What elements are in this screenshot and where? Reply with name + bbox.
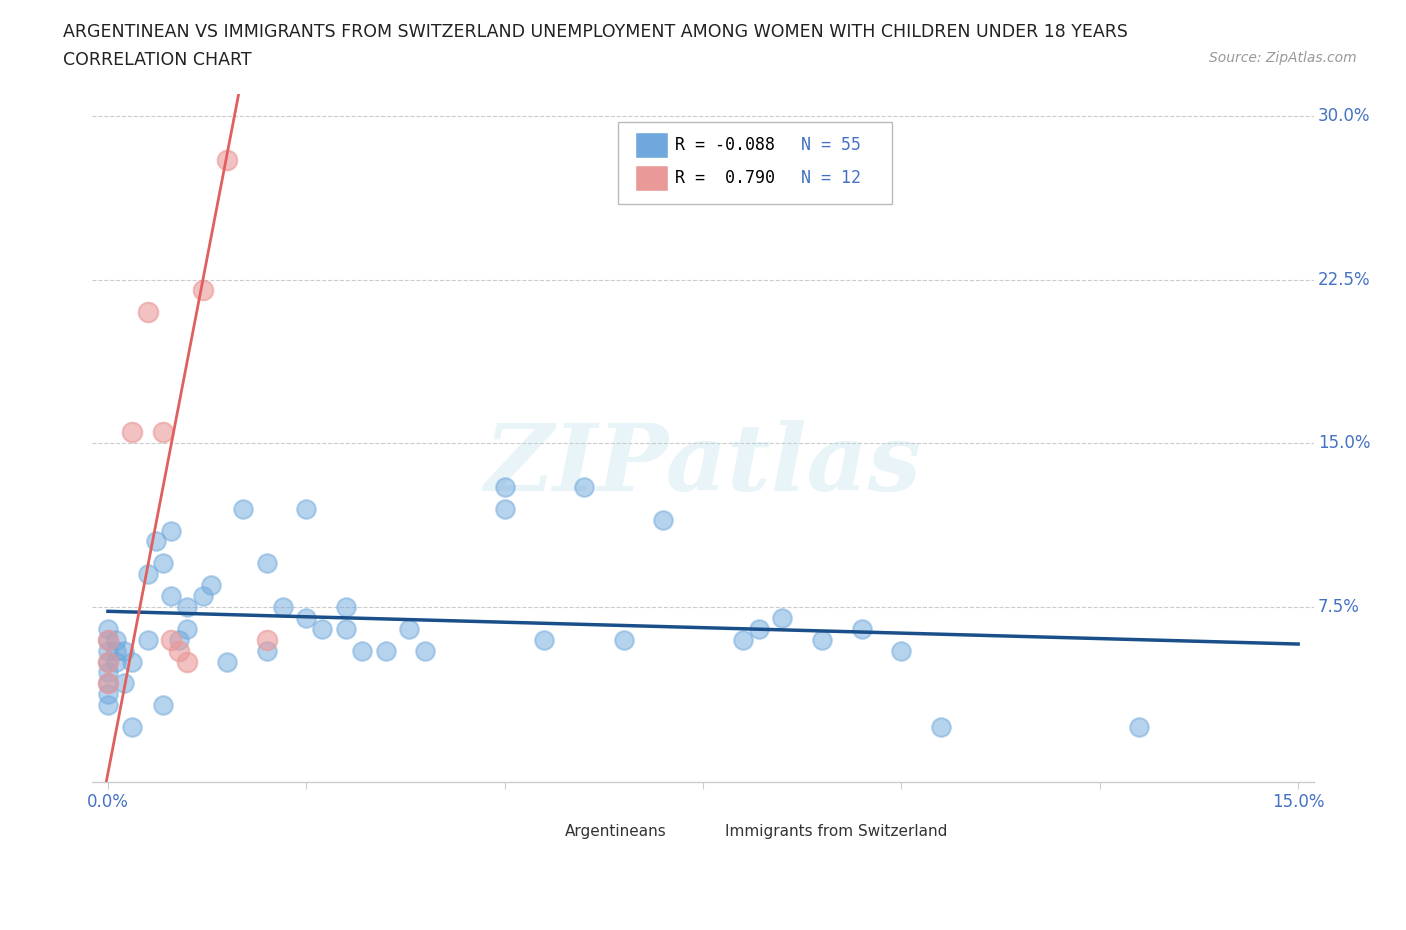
Point <box>295 610 318 625</box>
Point <box>97 676 120 691</box>
FancyBboxPatch shape <box>530 821 560 841</box>
Point <box>152 425 174 440</box>
Point <box>200 578 222 592</box>
Point <box>136 305 159 320</box>
Point <box>97 644 120 658</box>
Point <box>104 644 127 658</box>
Point <box>176 621 198 636</box>
Point <box>271 600 294 615</box>
Point <box>160 632 183 647</box>
Text: N = 12: N = 12 <box>801 169 860 187</box>
Point <box>97 632 120 647</box>
Point <box>112 676 135 691</box>
Point <box>97 665 120 680</box>
Point <box>104 632 127 647</box>
Point <box>145 534 167 549</box>
Point <box>193 589 215 604</box>
Point <box>97 654 120 669</box>
Point <box>256 556 278 571</box>
Point <box>193 283 215 298</box>
FancyBboxPatch shape <box>617 122 893 204</box>
Text: N = 55: N = 55 <box>801 136 860 154</box>
Point <box>748 621 770 636</box>
Text: CORRELATION CHART: CORRELATION CHART <box>63 51 252 69</box>
Point <box>97 686 120 701</box>
Point <box>97 621 120 636</box>
Point <box>160 523 183 538</box>
Point <box>398 621 420 636</box>
Point <box>97 676 120 691</box>
Point <box>533 632 555 647</box>
Point <box>295 501 318 516</box>
Point <box>97 698 120 712</box>
Text: R =  0.790: R = 0.790 <box>675 169 775 187</box>
Point <box>770 610 793 625</box>
Point <box>335 621 357 636</box>
Point <box>169 644 191 658</box>
Point <box>1128 720 1150 735</box>
Text: ARGENTINEAN VS IMMIGRANTS FROM SWITZERLAND UNEMPLOYMENT AMONG WOMEN WITH CHILDRE: ARGENTINEAN VS IMMIGRANTS FROM SWITZERLA… <box>63 23 1128 41</box>
Point <box>374 644 396 658</box>
Point <box>215 153 238 167</box>
Point <box>232 501 254 516</box>
Point <box>160 589 183 604</box>
Point <box>415 644 437 658</box>
Point <box>256 644 278 658</box>
Point <box>215 654 238 669</box>
Point <box>350 644 373 658</box>
Point <box>97 632 120 647</box>
Point <box>494 501 516 516</box>
Text: 7.5%: 7.5% <box>1317 598 1360 616</box>
Point <box>494 480 516 495</box>
Point <box>152 556 174 571</box>
Point <box>136 566 159 581</box>
Point <box>731 632 754 647</box>
Text: R = -0.088: R = -0.088 <box>675 136 775 154</box>
Point <box>613 632 636 647</box>
Point <box>176 654 198 669</box>
Point <box>112 644 135 658</box>
Point <box>572 480 595 495</box>
Point <box>176 600 198 615</box>
Point <box>851 621 873 636</box>
Point <box>890 644 912 658</box>
Text: Source: ZipAtlas.com: Source: ZipAtlas.com <box>1209 51 1357 65</box>
Point <box>256 632 278 647</box>
Point <box>121 654 143 669</box>
Text: ZIPatlas: ZIPatlas <box>485 420 921 511</box>
FancyBboxPatch shape <box>634 165 668 191</box>
Text: Argentineans: Argentineans <box>565 824 666 839</box>
Point <box>652 512 675 527</box>
FancyBboxPatch shape <box>634 132 668 158</box>
Text: Immigrants from Switzerland: Immigrants from Switzerland <box>725 824 948 839</box>
Point <box>97 654 120 669</box>
FancyBboxPatch shape <box>689 821 718 841</box>
Point <box>169 632 191 647</box>
Point <box>929 720 952 735</box>
Point <box>311 621 333 636</box>
Point <box>335 600 357 615</box>
Point <box>121 720 143 735</box>
Text: 15.0%: 15.0% <box>1317 434 1371 452</box>
Point <box>104 654 127 669</box>
Point <box>811 632 834 647</box>
Point <box>136 632 159 647</box>
Text: 22.5%: 22.5% <box>1317 271 1371 288</box>
Point <box>121 425 143 440</box>
Point <box>152 698 174 712</box>
Text: 30.0%: 30.0% <box>1317 107 1371 125</box>
